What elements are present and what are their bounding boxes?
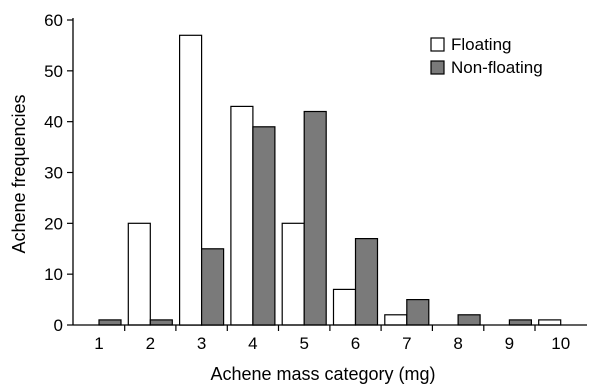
bar-non-floating-2 — [149, 319, 173, 326]
y-tick-label-30: 30 — [44, 164, 63, 183]
y-tick-label-40: 40 — [44, 113, 63, 132]
legend-swatch-non-floating — [430, 60, 445, 75]
x-tick-label-8: 8 — [453, 334, 462, 353]
y-tick-label-50: 50 — [44, 62, 63, 81]
y-tick-label-0: 0 — [54, 316, 63, 335]
y-tick-label-10: 10 — [44, 265, 63, 284]
x-tick-label-2: 2 — [146, 334, 155, 353]
x-tick-label-6: 6 — [351, 334, 360, 353]
bar-non-floating-7 — [406, 299, 430, 326]
bar-floating-4 — [230, 105, 254, 326]
axes-layer: 0 10 20 30 40 50 60 1 2 3 4 5 6 7 8 9 10 — [44, 11, 587, 353]
bar-floating-2 — [127, 222, 151, 326]
bar-non-floating-3 — [201, 248, 225, 326]
y-axis-title: Achene frequencies — [9, 94, 29, 253]
bar-non-floating-4 — [252, 126, 276, 326]
y-tick-label-60: 60 — [44, 11, 63, 30]
bar-floating-6 — [332, 288, 357, 326]
x-tick-label-4: 4 — [248, 334, 257, 353]
legend-swatch-floating — [430, 37, 445, 52]
bars-layer — [98, 34, 562, 326]
bar-floating-10 — [538, 319, 562, 326]
x-tick-label-10: 10 — [551, 334, 570, 353]
legend: Floating Non-floating — [430, 35, 543, 77]
legend-label-floating: Floating — [451, 35, 511, 54]
y-tick-label-20: 20 — [44, 214, 63, 233]
x-tick-label-7: 7 — [402, 334, 411, 353]
bar-non-floating-8 — [457, 314, 481, 326]
bar-non-floating-6 — [354, 238, 379, 326]
bar-non-floating-1 — [98, 319, 122, 326]
x-axis-title: Achene mass category (mg) — [210, 364, 435, 384]
legend-label-non-floating: Non-floating — [451, 58, 543, 77]
x-tick-label-3: 3 — [197, 334, 206, 353]
bar-floating-7 — [384, 314, 408, 326]
bar-floating-3 — [179, 34, 203, 326]
x-tick-label-9: 9 — [505, 334, 514, 353]
bar-non-floating-5 — [303, 110, 327, 326]
bar-floating-5 — [281, 222, 305, 326]
x-tick-label-1: 1 — [94, 334, 103, 353]
x-tick-label-5: 5 — [299, 334, 308, 353]
bar-non-floating-9 — [508, 319, 532, 326]
